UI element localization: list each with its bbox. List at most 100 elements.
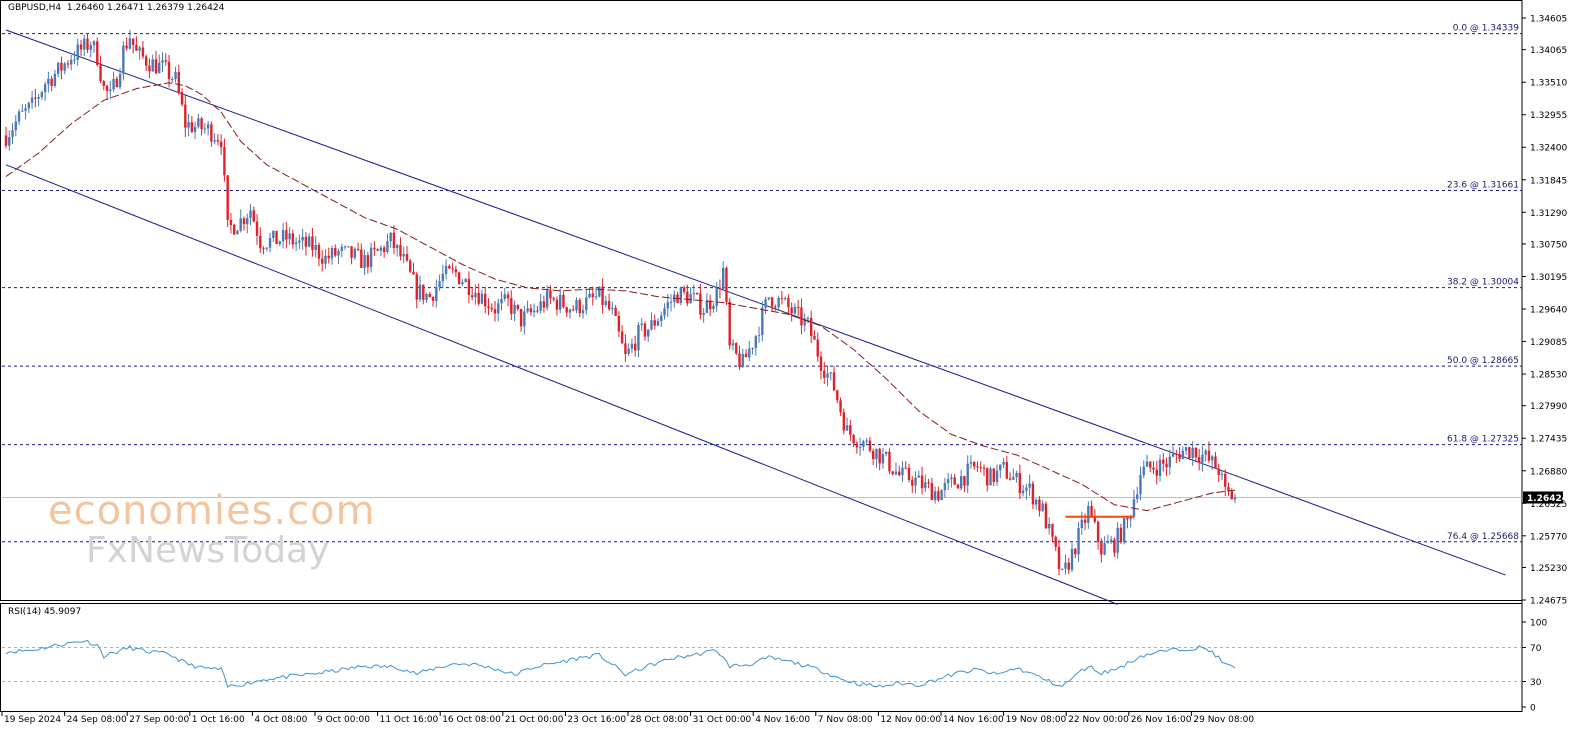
candle-bear (1162, 459, 1165, 464)
candles-group (4, 30, 1237, 576)
candle-bull (92, 41, 96, 46)
candle-bear (184, 104, 187, 128)
candle-bull (1184, 447, 1188, 451)
candle-bear (229, 219, 233, 226)
candle-bull (1077, 528, 1080, 555)
time-tick-label: 19 Sep 2024 (4, 715, 61, 725)
candle-bear (350, 246, 353, 258)
candle-bear (1197, 457, 1201, 463)
candle-bear (1230, 491, 1233, 500)
candle-bear (542, 301, 546, 308)
candle-bull (1204, 450, 1207, 455)
candle-bear (855, 443, 859, 448)
candle-bull (474, 292, 477, 298)
candle-bull (174, 71, 177, 79)
candle-bear (34, 97, 37, 99)
candle-bull (757, 335, 761, 337)
candle-bull (171, 78, 174, 80)
candle-bull (56, 62, 60, 74)
price-tick-label: 1.29085 (1530, 338, 1567, 348)
candle-bear (849, 425, 852, 435)
channel-upper-line (5, 29, 1506, 576)
candle-bear (1224, 473, 1227, 487)
candle-bear (356, 248, 360, 250)
candle-bull (363, 255, 366, 268)
candle-bear (399, 245, 402, 257)
candle-bear (252, 210, 255, 222)
candle-bull (353, 248, 357, 258)
candle-bear (317, 244, 321, 259)
candle-bear (953, 477, 956, 485)
candle-bear (190, 122, 194, 132)
candle-bull (568, 309, 572, 313)
candle-bear (519, 308, 523, 327)
candle-bear (66, 63, 70, 65)
candle-bull (1064, 562, 1067, 569)
candle-bull (464, 279, 467, 283)
candle-bear (871, 450, 875, 460)
candle-bear (448, 265, 451, 269)
candle-bear (842, 412, 846, 431)
candle-bull (500, 298, 503, 304)
candle-bear (800, 307, 803, 326)
candle-bear (510, 298, 513, 314)
candle-bear (255, 221, 259, 236)
candle-bear (291, 233, 295, 245)
price-tick-label: 1.34605 (1530, 15, 1567, 25)
candle-bear (1149, 461, 1152, 468)
watermark-brand: economies.com (48, 488, 376, 534)
candle-bull (712, 305, 715, 309)
candle-bull (1025, 487, 1028, 491)
candle-bull (109, 89, 112, 92)
candle-bull (604, 300, 608, 306)
candle-bear (454, 269, 458, 273)
candle-bull (637, 325, 640, 351)
candle-bull (1139, 475, 1142, 495)
candle-bull (1061, 568, 1064, 570)
candle-bear (992, 468, 995, 483)
time-tick-label: 19 Nov 08:00 (1006, 715, 1067, 725)
candle-bull (647, 329, 650, 337)
candle-bull (435, 287, 438, 301)
rsi-tick-label: 100 (1530, 619, 1547, 629)
candle-bull (1191, 447, 1194, 459)
candle-bear (216, 140, 220, 142)
candle-bear (1054, 536, 1057, 547)
candle-bull (999, 464, 1002, 471)
candle-bear (770, 297, 774, 307)
candle-bull (940, 490, 943, 501)
candle-bear (725, 267, 728, 302)
candle-bull (969, 461, 973, 464)
candle-bear (484, 293, 487, 307)
price-tick-label: 1.33510 (1530, 79, 1567, 89)
candle-bear (516, 304, 520, 309)
channel-lower-line (5, 164, 1118, 605)
candle-bear (1217, 468, 1220, 476)
candle-bear (180, 91, 184, 105)
candle-bear (614, 307, 617, 317)
candle-bull (594, 296, 598, 298)
candle-bear (373, 247, 376, 250)
symbol-info-label: GBPUSD,H4 1.26460 1.26471 1.26379 1.2642… (8, 3, 225, 13)
candle-bear (382, 247, 386, 252)
candle-bull (598, 286, 601, 297)
candle-bear (392, 232, 396, 249)
candle-bear (451, 268, 454, 270)
candle-bear (200, 118, 203, 130)
candle-bear (1044, 503, 1048, 529)
candle-bear (1096, 521, 1100, 542)
candle-bull (669, 301, 673, 303)
candle-bull (193, 126, 197, 132)
candle-bull (523, 311, 526, 327)
candle-bull (268, 238, 272, 248)
candle-bull (894, 471, 898, 475)
candle-bear (1207, 450, 1211, 461)
candle-bear (617, 316, 621, 332)
candle-bull (239, 218, 242, 231)
candle-bear (376, 249, 379, 251)
candle-bull (741, 353, 744, 367)
candle-bull (438, 281, 441, 288)
candle-bull (389, 232, 392, 242)
candle-bull (1158, 459, 1162, 476)
